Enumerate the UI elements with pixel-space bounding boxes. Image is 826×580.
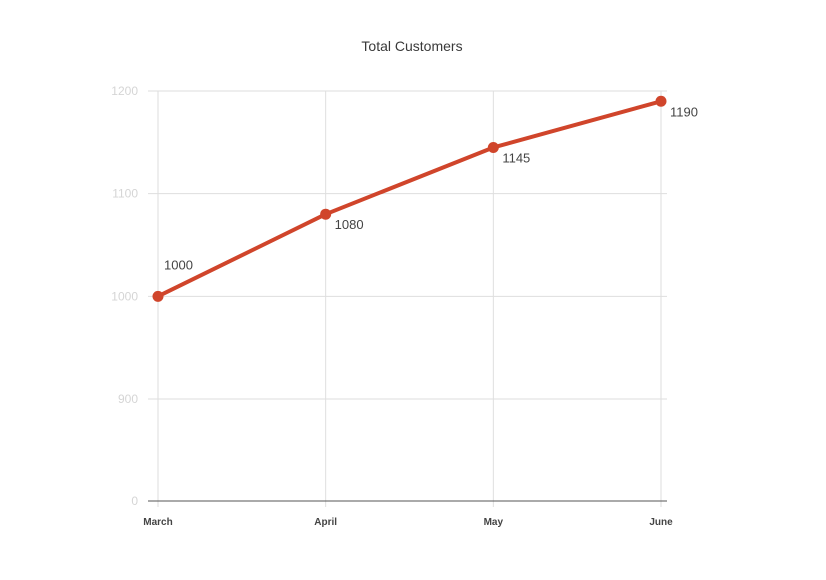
data-point xyxy=(487,141,499,153)
axes: 0 900 1000 1100 1200 March April May June xyxy=(111,84,673,528)
series xyxy=(152,95,667,302)
x-tick-label: June xyxy=(649,517,673,528)
data-labels: 1000 1080 1145 1190 xyxy=(164,104,698,272)
y-tick-label: 1100 xyxy=(112,187,138,201)
data-point xyxy=(655,95,667,107)
data-label: 1000 xyxy=(164,257,193,272)
x-tick-label: May xyxy=(484,517,504,528)
chart-title: Total Customers xyxy=(361,38,462,54)
y-tick-label: 1000 xyxy=(111,289,138,303)
gridlines xyxy=(148,90,667,507)
y-tick-label: 1200 xyxy=(111,84,138,98)
data-label: 1080 xyxy=(335,217,364,232)
data-point xyxy=(152,290,164,302)
data-label: 1190 xyxy=(670,104,698,119)
data-point xyxy=(320,208,332,220)
x-tick-label: March xyxy=(143,517,172,528)
y-tick-label: 0 xyxy=(131,494,138,508)
x-tick-label: April xyxy=(314,517,337,528)
series-line xyxy=(156,99,663,299)
data-label: 1145 xyxy=(502,150,530,165)
y-tick-label: 900 xyxy=(118,392,138,406)
